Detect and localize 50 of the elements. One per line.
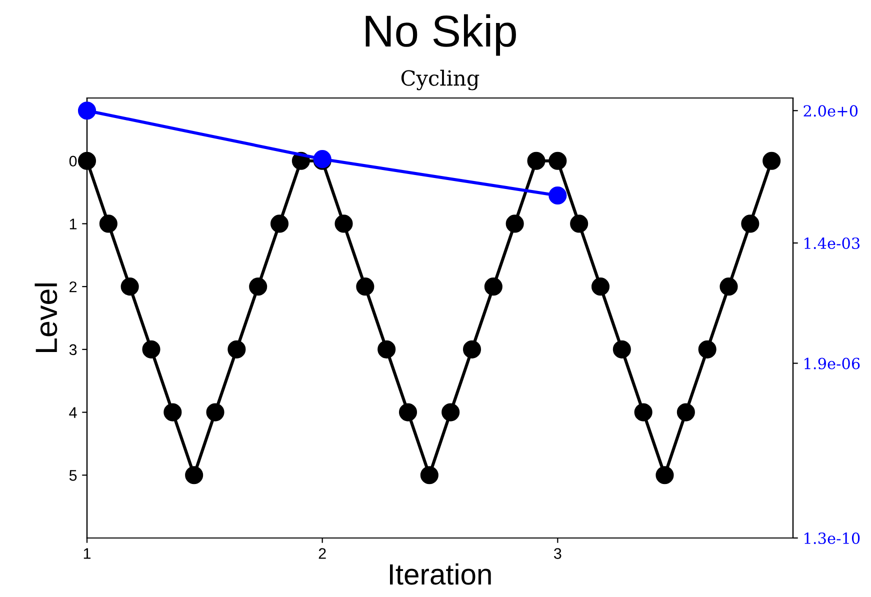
y-tick-label: 3 <box>69 344 77 356</box>
point <box>656 466 674 484</box>
point <box>378 340 396 358</box>
point <box>506 214 524 233</box>
y2-tick-label: 1.4e-03 <box>804 237 860 250</box>
y-tick-label: 5 <box>69 470 77 481</box>
x-tick-label: 1 <box>84 548 91 559</box>
point <box>442 403 460 422</box>
point <box>484 278 502 296</box>
point <box>591 278 610 296</box>
point <box>99 214 118 233</box>
y-tick-label: 0 <box>69 156 77 167</box>
x-axis-title: Iteration <box>390 563 491 585</box>
chart-title: No Skip <box>366 14 516 56</box>
point <box>206 403 224 422</box>
point <box>612 340 631 358</box>
point <box>78 102 96 120</box>
point <box>762 152 781 170</box>
point <box>185 466 204 484</box>
y-axis-title: Level <box>34 284 58 352</box>
point <box>462 340 482 358</box>
y-tick-label: 2 <box>70 281 77 292</box>
point <box>527 152 546 170</box>
point <box>570 214 588 233</box>
point <box>78 152 96 170</box>
y2-tick-label: 1.3e-10 <box>804 532 860 544</box>
x-tick-label: 3 <box>554 548 562 559</box>
point <box>334 214 353 233</box>
point <box>249 278 268 296</box>
point <box>698 340 716 358</box>
point <box>548 186 567 204</box>
point <box>741 214 760 233</box>
x-tick-label: 2 <box>318 548 326 559</box>
y-tick-label: 4 <box>69 407 77 418</box>
point <box>398 403 418 422</box>
point <box>270 214 289 233</box>
chart-subtitle: Cycling <box>401 70 480 90</box>
point <box>720 278 738 296</box>
point <box>164 403 182 422</box>
point <box>142 340 160 358</box>
point <box>120 278 139 296</box>
point <box>420 466 438 484</box>
point <box>676 403 695 422</box>
y-tick-label: 1 <box>70 218 77 230</box>
point <box>548 152 567 170</box>
y2-tick-label: 2.0e+0 <box>804 105 858 117</box>
point <box>228 340 246 358</box>
point <box>356 278 374 296</box>
point <box>634 403 652 422</box>
y2-tick-label: 1.9e-06 <box>804 358 860 370</box>
